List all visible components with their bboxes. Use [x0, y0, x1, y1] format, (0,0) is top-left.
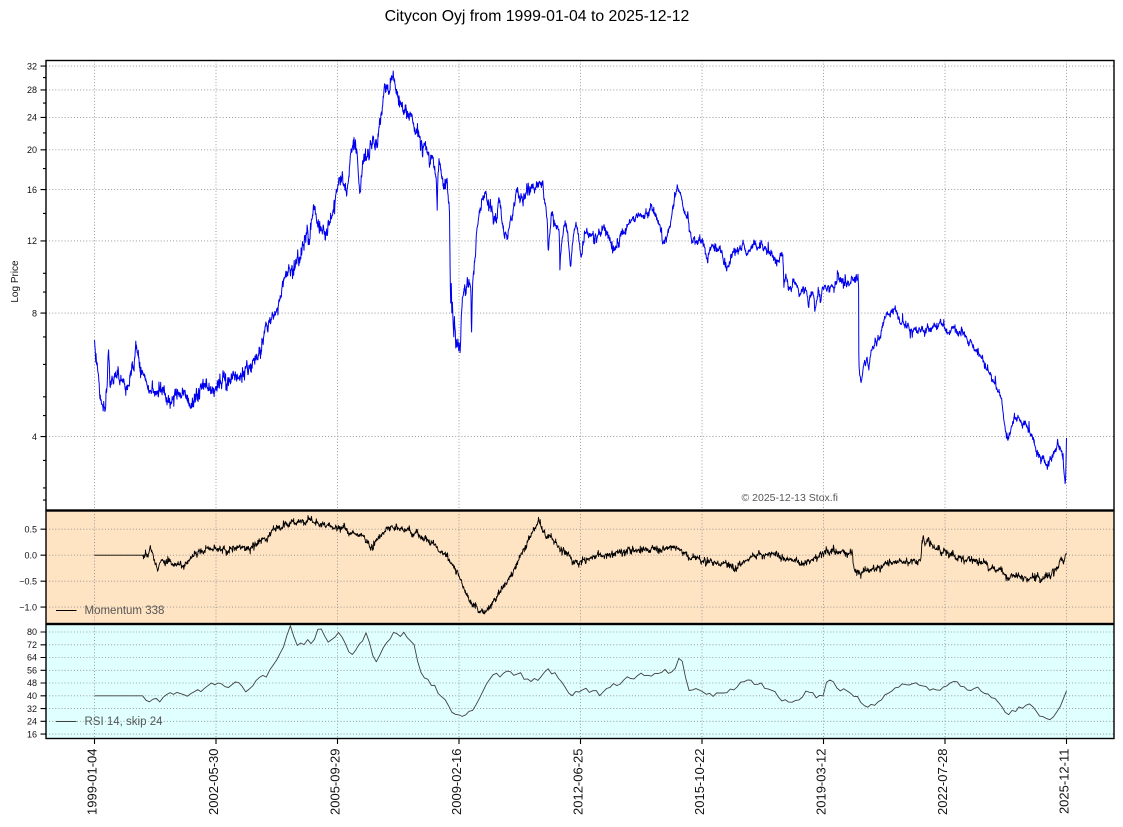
svg-text:2005-09-29: 2005-09-29 — [328, 749, 343, 816]
svg-text:56: 56 — [27, 666, 37, 676]
svg-text:16: 16 — [27, 729, 37, 739]
svg-text:12: 12 — [27, 236, 37, 246]
svg-text:2025-12-11: 2025-12-11 — [1057, 749, 1072, 815]
svg-text:0.0: 0.0 — [24, 550, 37, 560]
svg-text:2019-03-12: 2019-03-12 — [814, 749, 829, 816]
svg-text:2012-06-25: 2012-06-25 — [571, 749, 586, 816]
svg-text:RSI 14, skip 24: RSI 14, skip 24 — [85, 716, 164, 728]
svg-text:8: 8 — [32, 308, 37, 318]
svg-text:Log Price: Log Price — [10, 260, 21, 303]
svg-text:24: 24 — [27, 113, 37, 123]
svg-text:Momentum 338: Momentum 338 — [85, 605, 165, 617]
svg-text:48: 48 — [27, 678, 37, 688]
svg-text:4: 4 — [32, 432, 37, 442]
svg-text:1999-01-04: 1999-01-04 — [85, 749, 100, 816]
svg-text:32: 32 — [27, 61, 37, 71]
svg-text:2022-07-28: 2022-07-28 — [935, 749, 950, 816]
svg-text:© 2025-12-13 Stox.fi: © 2025-12-13 Stox.fi — [742, 492, 838, 504]
svg-text:64: 64 — [27, 653, 37, 663]
svg-text:−0.5: −0.5 — [19, 576, 37, 586]
svg-text:0.5: 0.5 — [24, 525, 37, 535]
svg-text:2015-10-22: 2015-10-22 — [692, 749, 707, 816]
svg-text:32: 32 — [27, 704, 37, 714]
svg-text:40: 40 — [27, 691, 37, 701]
svg-text:80: 80 — [27, 627, 37, 637]
svg-text:2002-05-30: 2002-05-30 — [206, 749, 221, 816]
svg-text:72: 72 — [27, 640, 37, 650]
svg-text:−1.0: −1.0 — [19, 602, 37, 612]
svg-text:24: 24 — [27, 717, 37, 727]
svg-text:28: 28 — [27, 85, 37, 95]
svg-text:Citycon Oyj from 1999-01-04 to: Citycon Oyj from 1999-01-04 to 2025-12-1… — [385, 8, 690, 25]
svg-text:20: 20 — [27, 145, 37, 155]
svg-text:2009-02-16: 2009-02-16 — [449, 749, 464, 816]
svg-text:16: 16 — [27, 185, 37, 195]
